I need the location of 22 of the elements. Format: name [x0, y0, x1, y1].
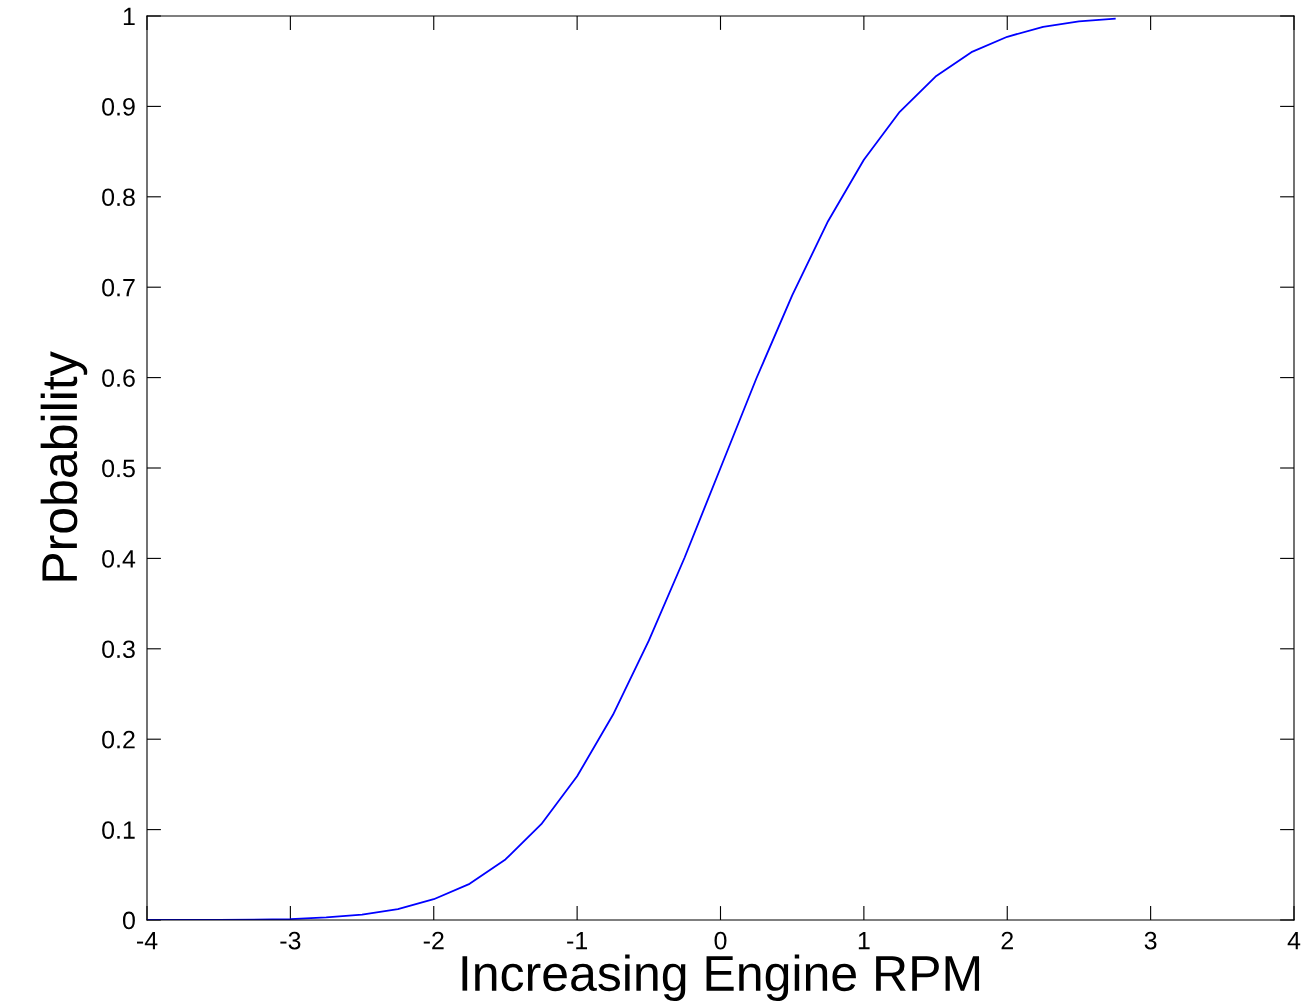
y-tick-label: 0 [122, 911, 135, 930]
y-tick-label: 0.7 [102, 278, 135, 297]
y-tick-label: 0.9 [102, 98, 135, 116]
y-tick-label: 0.1 [102, 821, 135, 839]
y-tick-label: 0.8 [102, 188, 135, 207]
x-tick-label: 0 [714, 931, 727, 950]
x-tick-label: 2 [1001, 931, 1013, 950]
x-tick-label: -4 [137, 932, 158, 950]
x-tick-label: -3 [280, 931, 301, 950]
y-tick-label: 0.2 [102, 730, 135, 749]
x-tick-label: 3 [1144, 931, 1157, 950]
y-tick-label: 0.3 [102, 640, 135, 659]
y-tick-label: 0.6 [102, 369, 135, 387]
y-tick-label: 0.5 [102, 459, 135, 478]
x-tick-label: 4 [1287, 932, 1301, 950]
x-tick-label: -1 [567, 932, 588, 950]
y-tick-label: 0.4 [102, 550, 136, 568]
x-axis-title: Increasing Engine RPM [462, 954, 980, 1002]
x-tick-label: -2 [423, 931, 444, 950]
y-axis-title: Probability [40, 351, 88, 581]
x-tick-label: 1 [858, 932, 870, 950]
y-tick-label: 1 [123, 7, 135, 26]
